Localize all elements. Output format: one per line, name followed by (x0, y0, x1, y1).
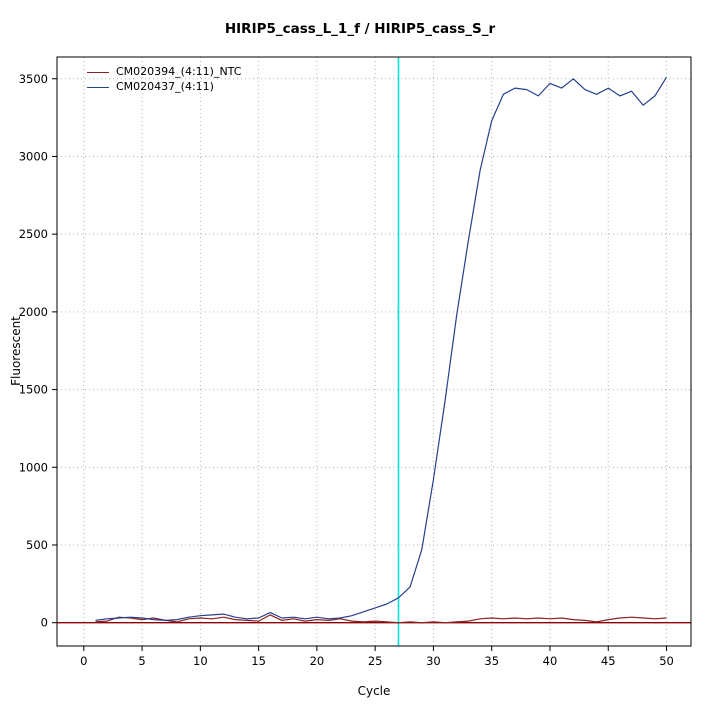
axis-ticks (52, 78, 668, 651)
svg-text:35: 35 (484, 654, 499, 668)
chart-title: HIRIP5_cass_L_1_f / HIRIP5_cass_S_r (224, 21, 496, 37)
svg-text:0: 0 (80, 654, 87, 668)
legend-label-ntc: CM020394_(4:11)_NTC (116, 65, 242, 78)
svg-text:15: 15 (251, 654, 266, 668)
legend-item-sample: CM020437_(4:11) (87, 81, 241, 93)
svg-text:40: 40 (543, 654, 558, 668)
svg-text:1500: 1500 (19, 383, 48, 397)
legend-line-red (87, 71, 109, 73)
svg-text:3000: 3000 (19, 149, 48, 163)
tick-labels: 0 5 10 15 20 25 30 35 40 45 5005001000150020002500… (19, 72, 674, 668)
svg-text:500: 500 (26, 538, 48, 552)
svg-text:45: 45 (601, 654, 616, 668)
svg-text:3500: 3500 (19, 72, 48, 86)
svg-text:50: 50 (659, 654, 674, 668)
plot-border (56, 56, 692, 647)
series-line-0 (95, 614, 667, 624)
legend-label-sample: CM020437_(4:11) (116, 80, 214, 93)
legend-line-blue (87, 86, 109, 88)
svg-text:25: 25 (368, 654, 383, 668)
legend-item-ntc: CM020394_(4:11)_NTC (87, 66, 241, 78)
gridlines (57, 57, 691, 646)
svg-text:1000: 1000 (19, 460, 48, 474)
x-axis-label: Cycle (357, 684, 391, 698)
svg-text:30: 30 (426, 654, 441, 668)
legend: CM020394_(4:11)_NTC CM020437_(4:11) (87, 66, 241, 93)
svg-text:10: 10 (193, 654, 208, 668)
svg-text:0: 0 (41, 616, 48, 630)
svg-text:20: 20 (310, 654, 325, 668)
series-line-1 (95, 76, 668, 622)
svg-text:5: 5 (138, 654, 145, 668)
svg-text:2500: 2500 (19, 227, 48, 241)
svg-text:2000: 2000 (19, 305, 48, 319)
